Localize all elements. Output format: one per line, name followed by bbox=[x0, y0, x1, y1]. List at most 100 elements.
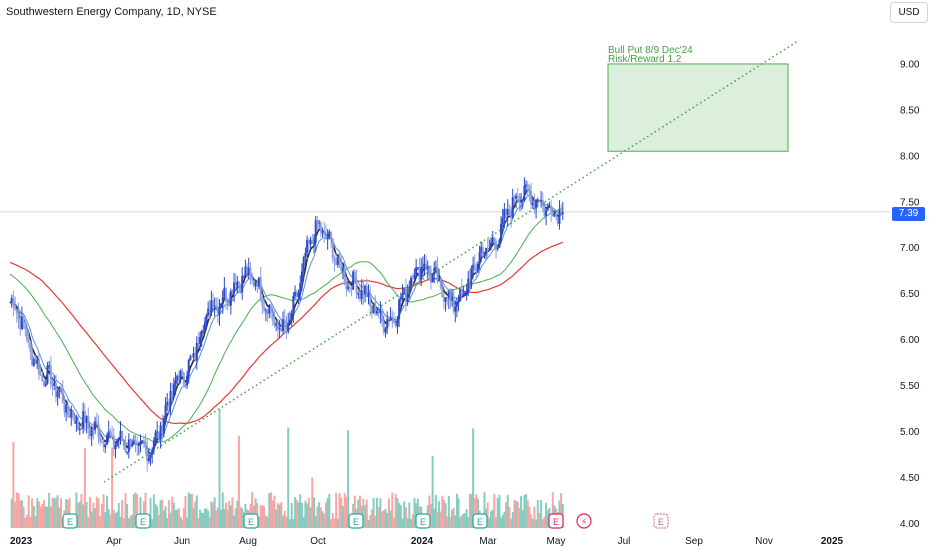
volume-bar bbox=[83, 448, 86, 528]
candle-body bbox=[430, 275, 432, 283]
candle-body bbox=[83, 411, 86, 423]
volume-bar bbox=[319, 507, 322, 528]
trendline[interactable] bbox=[103, 40, 799, 483]
volume-bar bbox=[258, 516, 261, 528]
volume-bar bbox=[56, 495, 59, 528]
volume-bar bbox=[233, 515, 236, 528]
volume-bar bbox=[454, 515, 457, 528]
volume-bar bbox=[455, 493, 458, 528]
volume-bar bbox=[401, 518, 404, 528]
volume-bar bbox=[309, 507, 312, 528]
y-tick-label: 7.00 bbox=[900, 243, 920, 254]
candle-body bbox=[282, 319, 285, 332]
volume-bar bbox=[513, 499, 516, 528]
volume-bar bbox=[307, 497, 310, 528]
time-axis[interactable]: 2023 Apr Jun Aug Oct 2024 Mar May Jul Sep Nov 2025 bbox=[10, 536, 844, 547]
price-axis[interactable]: 4.00 4.50 5.00 5.50 6.00 6.50 7.00 7.50 8.00 8.50… bbox=[900, 59, 920, 529]
candle-body bbox=[483, 252, 486, 255]
candle-body bbox=[261, 298, 264, 307]
volume-bar bbox=[276, 503, 279, 528]
x-tick-label: Nov bbox=[755, 536, 773, 547]
candle-body bbox=[43, 381, 46, 386]
volume-bar bbox=[17, 493, 20, 528]
volume-bar bbox=[381, 511, 384, 528]
volume-bar bbox=[203, 508, 206, 528]
candle-body bbox=[189, 356, 192, 361]
candle-body bbox=[244, 266, 247, 276]
volume-bar bbox=[404, 507, 407, 528]
candle-body bbox=[117, 437, 120, 441]
candle-body bbox=[207, 308, 210, 315]
candle-body bbox=[331, 238, 334, 259]
candle-body bbox=[171, 391, 174, 398]
candle-body bbox=[503, 209, 506, 218]
y-tick-label: 6.50 bbox=[900, 289, 920, 300]
candle-body bbox=[280, 328, 283, 332]
candle-body bbox=[32, 359, 35, 366]
candle-body bbox=[212, 300, 215, 307]
last-price-label: 7.39 bbox=[892, 207, 925, 221]
candle-body bbox=[26, 329, 29, 340]
volume-bar bbox=[228, 501, 231, 528]
candle-body bbox=[421, 266, 424, 268]
volume-bar bbox=[408, 502, 411, 528]
candle-body bbox=[350, 288, 353, 290]
volume-bar bbox=[182, 507, 185, 528]
volume-bar bbox=[192, 508, 195, 528]
candle-body bbox=[258, 277, 261, 287]
volume-bar bbox=[312, 497, 315, 528]
candle-body bbox=[294, 291, 297, 297]
candle-body bbox=[252, 280, 255, 287]
candle-body bbox=[109, 431, 112, 437]
currency-button[interactable]: USD bbox=[890, 2, 928, 23]
volume-bar bbox=[510, 518, 513, 528]
volume-bar bbox=[311, 477, 314, 528]
volume-bar bbox=[186, 517, 189, 528]
x-tick-label: Jun bbox=[174, 536, 190, 547]
candle-body bbox=[264, 309, 267, 311]
volume-bar bbox=[159, 500, 162, 528]
lightning-icon: ⚡ bbox=[581, 518, 587, 528]
candle-body bbox=[386, 318, 389, 329]
volume-bar bbox=[60, 498, 63, 528]
candle-body bbox=[223, 287, 226, 298]
candle-body bbox=[420, 267, 423, 280]
candle-body bbox=[131, 444, 134, 447]
volume-bar bbox=[237, 435, 240, 528]
volume-bar bbox=[268, 493, 271, 528]
candle-body bbox=[218, 306, 221, 315]
volume-bar bbox=[411, 514, 414, 528]
volume-bar bbox=[283, 510, 286, 528]
candle-body bbox=[200, 331, 203, 338]
volume-bar bbox=[75, 492, 78, 528]
volume-bar bbox=[194, 501, 197, 528]
volume-bar bbox=[491, 509, 494, 528]
volume-bar bbox=[82, 504, 85, 528]
volume-bar bbox=[239, 506, 242, 528]
candle-body bbox=[215, 305, 218, 307]
candle-body bbox=[318, 222, 321, 224]
candle-body bbox=[147, 458, 150, 462]
candle-body bbox=[297, 292, 300, 297]
event-markers[interactable]: E E E E E E E ⚡ E bbox=[62, 513, 669, 529]
volume-bar bbox=[521, 510, 524, 528]
earnings-letter: E bbox=[477, 517, 483, 527]
candle-body bbox=[246, 266, 249, 274]
candle-body bbox=[80, 428, 83, 430]
volume-bar bbox=[511, 512, 514, 528]
volume-bar bbox=[288, 519, 291, 528]
y-tick-label: 5.50 bbox=[900, 381, 920, 392]
candle-body bbox=[56, 391, 59, 398]
candle-body bbox=[345, 282, 348, 290]
candle-body bbox=[154, 432, 157, 441]
candle-body bbox=[439, 279, 442, 288]
volume-bar bbox=[398, 503, 401, 528]
candle-body bbox=[205, 314, 208, 323]
volume-bar bbox=[292, 518, 295, 528]
candle-body bbox=[285, 326, 288, 332]
candle-body bbox=[65, 404, 68, 413]
volume-bar bbox=[234, 508, 237, 528]
candle-body bbox=[530, 191, 533, 205]
